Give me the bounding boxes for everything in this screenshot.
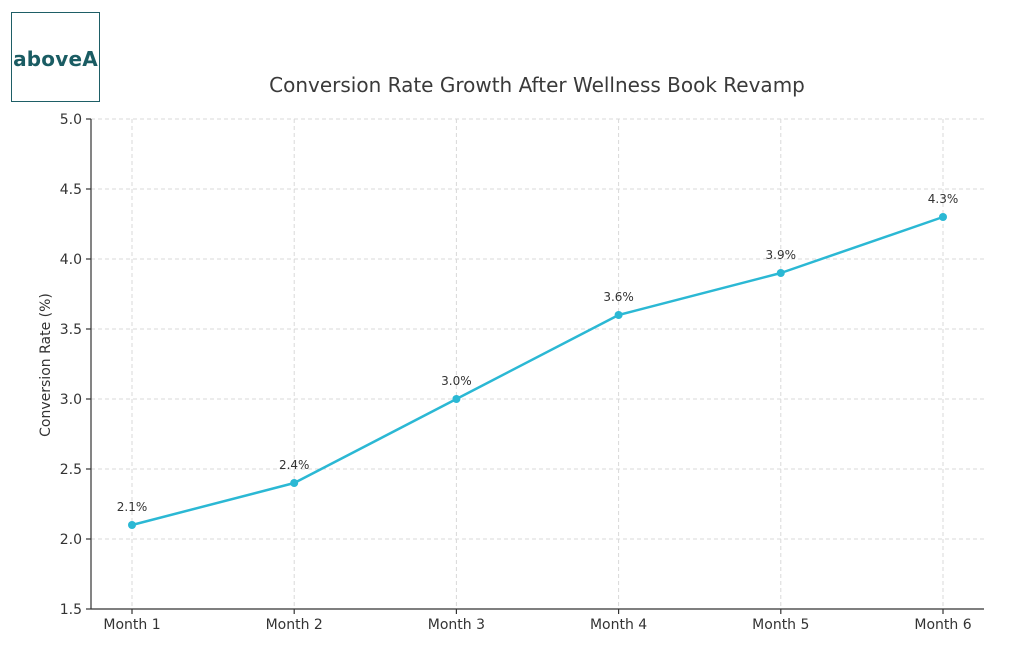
- series-line: [131, 215, 944, 527]
- data-label: 2.4%: [279, 458, 310, 472]
- grid-layer: [91, 118, 984, 610]
- y-tick-label: 1.5: [60, 602, 82, 618]
- y-tick-label: 4.5: [60, 182, 82, 198]
- x-tick-label: Month 2: [266, 617, 323, 633]
- brand-logo: aboveA: [11, 12, 100, 102]
- x-tick-label: Month 6: [914, 617, 971, 633]
- data-label: 3.0%: [441, 374, 472, 388]
- y-tick-label: 3.0: [60, 392, 82, 408]
- y-tick-label: 5.0: [60, 112, 82, 128]
- data-label: 2.1%: [117, 500, 148, 514]
- y-tick-label: 2.5: [60, 462, 82, 478]
- y-tick-label: 4.0: [60, 252, 82, 268]
- x-tick-label: Month 3: [428, 617, 485, 633]
- x-tick-label: Month 1: [103, 617, 160, 633]
- y-tick-label: 3.5: [60, 322, 82, 338]
- y-axis-label: Conversion Rate (%): [38, 293, 54, 437]
- x-tick-label: Month 4: [590, 617, 647, 633]
- x-tick-label: Month 5: [752, 617, 809, 633]
- data-point: [290, 479, 299, 487]
- data-label: 4.3%: [928, 192, 959, 206]
- data-point: [776, 269, 785, 277]
- data-point: [452, 395, 461, 403]
- data-point: [614, 311, 623, 319]
- chart-title: Conversion Rate Growth After Wellness Bo…: [269, 73, 805, 97]
- y-tick-label: 2.0: [60, 532, 82, 548]
- axes-layer: 1.5 2.0 2.5 3.0 3.5 4.0 4.5 5.0 Month 1 Month 2 Mo…: [60, 112, 984, 633]
- data-label: 3.9%: [766, 248, 797, 262]
- brand-logo-text: aboveA: [13, 47, 98, 71]
- data-point: [939, 213, 947, 221]
- data-point: [128, 521, 136, 529]
- series-layer: 2.1% 2.4% 3.0% 3.6% 3.9% 4.3%: [117, 192, 959, 529]
- data-label: 3.6%: [603, 290, 634, 304]
